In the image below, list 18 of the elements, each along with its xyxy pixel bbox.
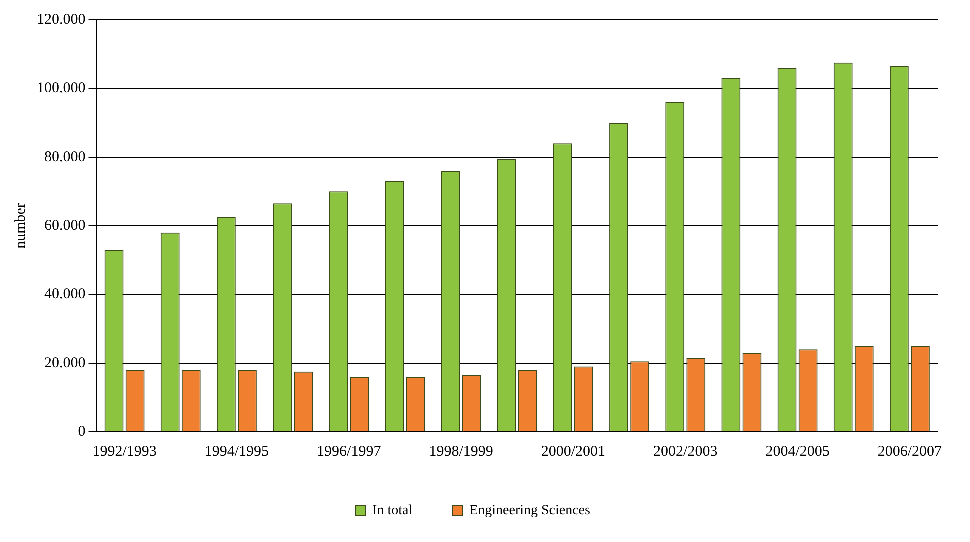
x-tick-label: 2000/2001 xyxy=(541,444,606,460)
y-tick-label: 60.000 xyxy=(44,218,86,234)
y-tick-label: 0 xyxy=(78,424,86,440)
x-tick-label: 1998/1999 xyxy=(429,444,494,460)
legend-label: In total xyxy=(372,504,413,519)
y-axis-title: number xyxy=(12,203,29,249)
legend-label: Engineering Sciences xyxy=(470,504,590,519)
x-tick-label: 1996/1997 xyxy=(317,444,382,460)
y-tick-label: 120.000 xyxy=(37,12,86,28)
y-tick-label: 80.000 xyxy=(44,149,86,166)
x-tick-label: 2002/2003 xyxy=(654,444,718,460)
y-tick-label: 40.000 xyxy=(44,286,86,303)
x-tick-label: 1992/1993 xyxy=(92,444,157,460)
x-tick-label: 1994/1995 xyxy=(204,444,270,460)
y-tick-label: 100.000 xyxy=(37,80,86,97)
x-tick-label: 2004/2005 xyxy=(766,444,830,460)
x-tick-label: 2006/2007 xyxy=(878,444,943,460)
y-tick-label: 20.000 xyxy=(44,355,86,372)
